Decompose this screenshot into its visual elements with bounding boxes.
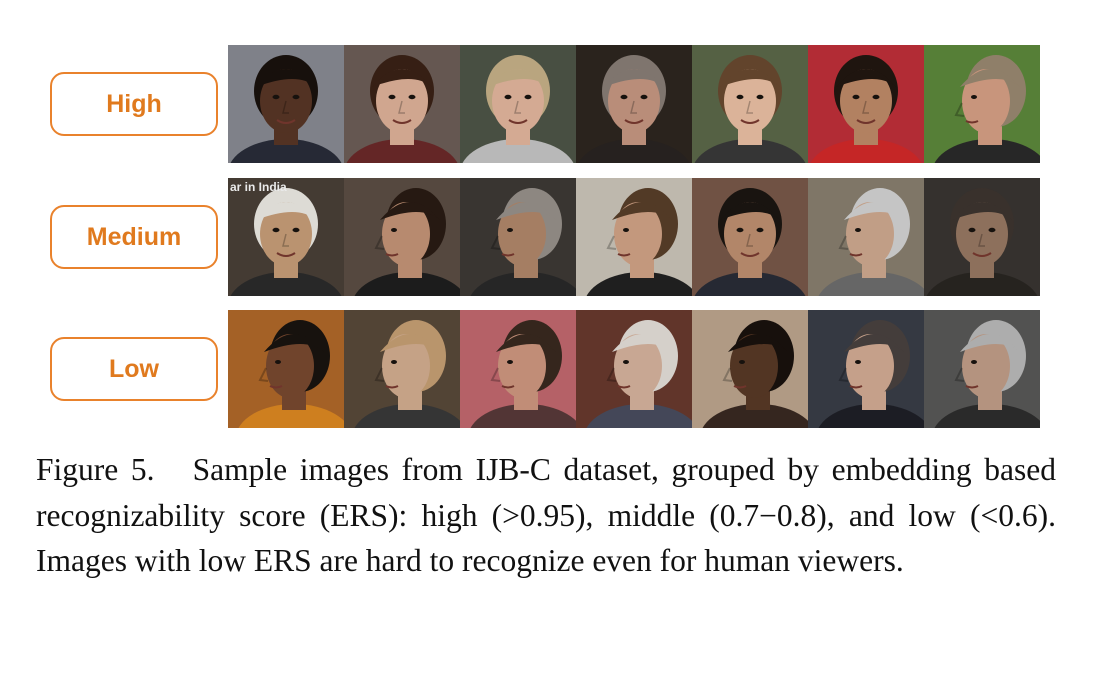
face-thumbnail xyxy=(460,45,576,163)
face-image xyxy=(692,45,808,163)
group-row-medium: Medium ar in India xyxy=(0,178,1095,296)
overlay-text: ar in India xyxy=(230,180,287,194)
face-thumbnail xyxy=(692,45,808,163)
face-image xyxy=(460,45,576,163)
face-image xyxy=(808,178,924,296)
face-image xyxy=(344,178,460,296)
face-image xyxy=(344,45,460,163)
face-image xyxy=(692,178,808,296)
face-thumbnail xyxy=(808,178,924,296)
face-image xyxy=(228,178,344,296)
face-image xyxy=(344,310,460,428)
face-image xyxy=(460,178,576,296)
face-image xyxy=(576,45,692,163)
caption-label: Figure 5. xyxy=(36,452,155,487)
group-label-medium: Medium xyxy=(50,205,218,269)
face-thumbnail xyxy=(924,178,1040,296)
face-thumbnail xyxy=(228,45,344,163)
group-label-low: Low xyxy=(50,337,218,401)
face-thumbnail xyxy=(924,45,1040,163)
face-image xyxy=(576,178,692,296)
caption-text: Sample images from IJB-C dataset, groupe… xyxy=(36,452,1057,578)
face-image xyxy=(924,45,1040,163)
face-thumbnail xyxy=(576,310,692,428)
face-thumbnail xyxy=(344,310,460,428)
face-image xyxy=(228,45,344,163)
face-thumbnail xyxy=(460,310,576,428)
image-strip xyxy=(228,310,1040,428)
face-thumbnail xyxy=(808,310,924,428)
face-thumbnail xyxy=(576,178,692,296)
group-row-low: Low xyxy=(0,310,1095,428)
image-strip: ar in India xyxy=(228,178,1040,296)
face-image xyxy=(924,178,1040,296)
face-thumbnail xyxy=(692,178,808,296)
face-image xyxy=(576,310,692,428)
face-thumbnail xyxy=(576,45,692,163)
image-strip xyxy=(228,45,1040,163)
face-thumbnail xyxy=(692,310,808,428)
face-thumbnail xyxy=(924,310,1040,428)
face-image xyxy=(924,310,1040,428)
group-row-high: High xyxy=(0,45,1095,163)
face-thumbnail xyxy=(228,310,344,428)
face-thumbnail xyxy=(344,178,460,296)
face-thumbnail xyxy=(344,45,460,163)
face-image xyxy=(808,45,924,163)
face-image xyxy=(460,310,576,428)
group-label-high: High xyxy=(50,72,218,136)
face-image xyxy=(692,310,808,428)
figure-caption: Figure 5. Sample images from IJB-C datas… xyxy=(36,447,1056,584)
face-image xyxy=(228,310,344,428)
face-thumbnail xyxy=(808,45,924,163)
face-image xyxy=(808,310,924,428)
face-thumbnail xyxy=(460,178,576,296)
face-thumbnail: ar in India xyxy=(228,178,344,296)
